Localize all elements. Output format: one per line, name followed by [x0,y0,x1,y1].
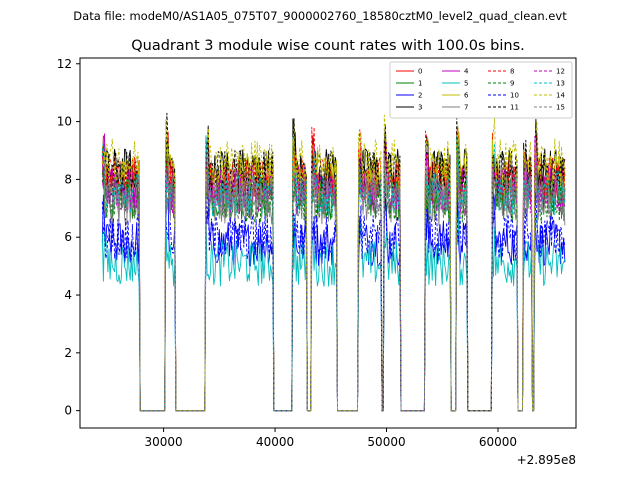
legend-label-5: 5 [464,80,468,88]
y-tick-label: 12 [57,57,72,71]
legend-label-0: 0 [418,68,422,76]
y-tick-label: 10 [57,115,72,129]
x-tick-label: 30000 [145,435,183,449]
y-tick-label: 6 [64,230,72,244]
legend-label-3: 3 [418,104,422,112]
legend-box [389,61,573,119]
legend-label-14: 14 [556,92,565,100]
legend-label-13: 13 [556,80,565,88]
series-layer [101,112,566,412]
legend-label-15: 15 [556,104,565,112]
chart-suptitle: Data file: modeM0/AS1A05_075T07_90000027… [73,9,567,23]
x-tick-label: 50000 [367,435,405,449]
y-tick-label: 2 [64,346,72,360]
legend-label-4: 4 [464,68,469,76]
legend-label-8: 8 [510,68,514,76]
legend-label-10: 10 [510,92,519,100]
legend-label-1: 1 [418,80,422,88]
y-tick-label: 4 [64,288,72,302]
legend-label-11: 11 [510,104,519,112]
legend-label-9: 9 [510,80,514,88]
chart-title: Quadrant 3 module wise count rates with … [131,38,525,54]
series-line-15 [101,141,566,412]
legend-label-12: 12 [556,68,565,76]
x-tick-label: 60000 [479,435,517,449]
legend-label-7: 7 [464,104,468,112]
legend-label-2: 2 [418,92,422,100]
x-offset-label: +2.895e8 [517,453,576,467]
legend-label-6: 6 [464,92,469,100]
x-tick-label: 40000 [256,435,294,449]
plot-frame [79,57,577,429]
y-tick-label: 8 [64,172,72,186]
y-tick-label: 0 [64,404,72,418]
